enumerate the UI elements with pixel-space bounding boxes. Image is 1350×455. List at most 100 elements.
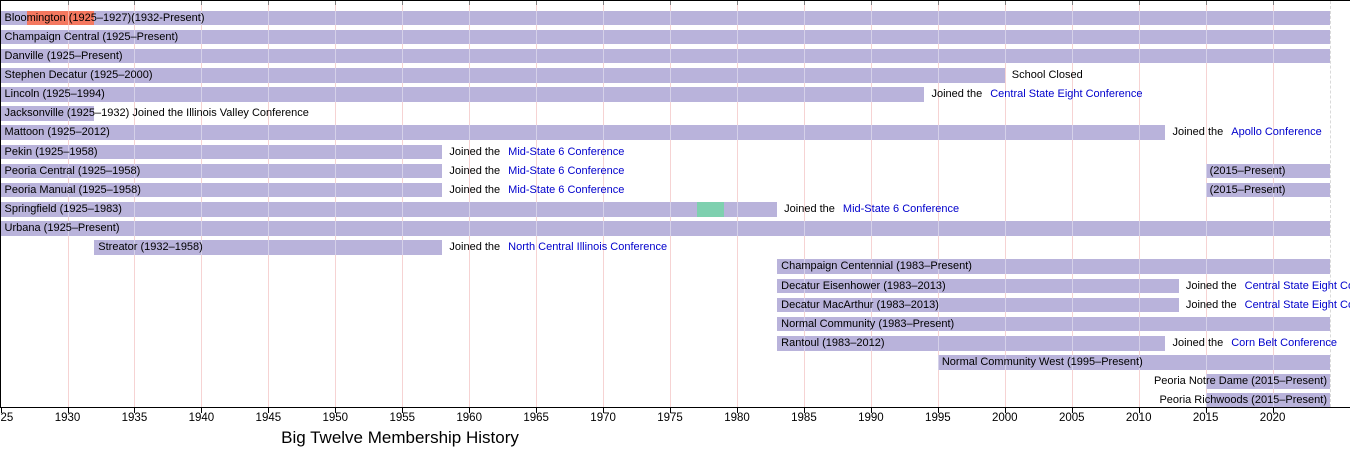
bar-segment-member-champaign-central bbox=[0, 29, 1330, 45]
bar-label-decatur-eisenhower: Decatur Eisenhower (1983–2013) bbox=[781, 279, 946, 292]
gridline bbox=[1138, 1, 1140, 407]
annotation-text: Joined the bbox=[1172, 126, 1224, 139]
grid-stripe bbox=[937, 1, 939, 407]
conference-link[interactable]: Mid-State 6 Conference bbox=[842, 203, 960, 215]
bar-label-springfield: Springfield (1925–1983) bbox=[4, 203, 122, 215]
axis-tick-label: 1935 bbox=[121, 412, 148, 424]
axis-tick-bottom bbox=[335, 408, 337, 413]
axis-tick-top bbox=[737, 1, 738, 5]
bar-segment-label-peoria-central: (2015–Present) bbox=[1209, 164, 1286, 177]
conference-link[interactable]: Central State Eight Conference bbox=[1244, 298, 1350, 311]
annotation-text: Joined the bbox=[1185, 298, 1237, 311]
bar-segment-member-champaign-centennial bbox=[777, 259, 1330, 274]
bar-label-lincoln: Lincoln (1925–1994) bbox=[4, 88, 105, 101]
bar-segment-member-bloomington bbox=[94, 10, 1330, 26]
axis-tick-label: 1980 bbox=[724, 412, 750, 424]
bar-segment-member-peoria-manual bbox=[0, 182, 443, 198]
gridline bbox=[1004, 1, 1006, 407]
grid-stripe bbox=[870, 1, 872, 407]
axis-tick-label: 2000 bbox=[992, 412, 1018, 424]
axis-tick-bottom bbox=[670, 408, 672, 413]
grid-stripe bbox=[1071, 1, 1073, 407]
conference-link[interactable]: North Central Illinois Conference bbox=[508, 241, 668, 254]
grid-stripe bbox=[134, 1, 136, 407]
grid-stripe bbox=[1138, 1, 1140, 407]
axis-tick-top bbox=[536, 1, 538, 5]
bar-segment-member-mattoon bbox=[0, 125, 1166, 141]
axis-tick-bottom bbox=[0, 408, 2, 413]
bar-label-jacksonville: Jacksonville (1925–1932) Joined the Illi… bbox=[4, 107, 309, 120]
annotation-decatur-macarthur: Joined the Central State Eight Conference bbox=[1186, 298, 1350, 313]
bar-segment-member-stephen-decatur bbox=[0, 68, 1005, 83]
bar-segment-member-peoria-manual bbox=[1205, 182, 1330, 198]
conference-link[interactable]: Central State Eight Conference bbox=[990, 88, 1143, 101]
bar-segment-label-peoria-manual: (2015–Present) bbox=[1209, 183, 1286, 196]
axis-tick-top bbox=[1071, 1, 1073, 5]
axis-tick-label: 2010 bbox=[1125, 412, 1152, 424]
bar-label-normal-community: Normal Community (1983–Present) bbox=[781, 317, 955, 330]
bar-segment-member-decatur-eisenhower bbox=[777, 278, 1179, 294]
axis-tick-top bbox=[870, 1, 872, 5]
bar-segment-member-lincoln bbox=[0, 87, 925, 102]
axis-tick-label: 1975 bbox=[657, 412, 683, 424]
annotation-text: Joined the bbox=[449, 183, 501, 196]
axis-tick-bottom bbox=[737, 408, 738, 413]
axis-tick-top bbox=[1138, 1, 1140, 5]
bar-segment-member-decatur-macarthur bbox=[777, 297, 1179, 313]
axis-tick-bottom bbox=[937, 408, 939, 413]
conference-link[interactable]: Corn Belt Conference bbox=[1231, 336, 1338, 349]
axis-tick-bottom bbox=[1071, 408, 1073, 413]
annotation-text: Joined the bbox=[784, 203, 835, 215]
axis-tick-top bbox=[335, 1, 337, 5]
axis-tick-bottom bbox=[134, 408, 136, 413]
annotation-text: Joined the bbox=[931, 88, 983, 101]
axis-tick-label: 2005 bbox=[1058, 412, 1085, 424]
annotation-pekin: Joined the Mid-State 6 Conference bbox=[449, 145, 624, 160]
axis-tick-top bbox=[469, 1, 471, 5]
bar-segment-member-springfield bbox=[0, 202, 697, 217]
bar-label-peoria-manual: Peoria Manual (1925–1958) bbox=[4, 183, 141, 196]
annotation-text: Joined the bbox=[1172, 336, 1224, 349]
grid-stripe bbox=[201, 1, 203, 407]
conference-link[interactable]: Mid-State 6 Conference bbox=[508, 164, 625, 177]
bar-segment-member-urbana bbox=[0, 221, 1330, 236]
axis-tick-bottom bbox=[603, 408, 605, 413]
bar-label-danville: Danville (1925–Present) bbox=[4, 49, 123, 62]
axis-tick-bottom bbox=[870, 408, 872, 413]
bar-segment-member-peoria-central bbox=[0, 163, 443, 179]
gridline bbox=[870, 1, 872, 407]
axis-tick-bottom bbox=[268, 408, 270, 413]
conference-link[interactable]: Central State Eight Conference bbox=[1244, 279, 1350, 292]
bar-segment-member-peoria-central bbox=[1205, 163, 1330, 179]
bar-segment-member-danville bbox=[0, 48, 1330, 64]
axis-tick-bottom bbox=[67, 408, 69, 413]
bar-label-rantoul: Rantoul (1983–2012) bbox=[781, 336, 885, 349]
axis-tick-bottom bbox=[1138, 408, 1140, 413]
grid-stripe bbox=[402, 1, 404, 407]
conference-link[interactable]: Mid-State 6 Conference bbox=[508, 183, 625, 196]
axis-tick-bottom bbox=[1004, 408, 1006, 413]
bottom-axis-line bbox=[0, 407, 1350, 408]
conference-link[interactable]: Mid-State 6 Conference bbox=[508, 145, 625, 158]
annotation-rantoul: Joined the Corn Belt Conference bbox=[1172, 336, 1337, 351]
bar-segment-member-peoria-richwoods bbox=[1205, 393, 1330, 408]
conference-link[interactable]: Apollo Conference bbox=[1231, 126, 1322, 139]
grid-stripe bbox=[737, 1, 738, 407]
grid-stripe bbox=[335, 1, 337, 407]
axis-tick-label: 1990 bbox=[858, 412, 884, 424]
grid-stripe bbox=[670, 1, 672, 407]
axis-tick-label: 1970 bbox=[590, 412, 616, 424]
axis-tick-label: 2015 bbox=[1192, 412, 1219, 424]
axis-tick-top bbox=[603, 1, 605, 5]
axis-tick-label: 1955 bbox=[389, 412, 416, 424]
present-dashed-line bbox=[1330, 1, 1331, 407]
gridline bbox=[937, 1, 939, 407]
bar-segment-member-pekin bbox=[0, 144, 443, 160]
bar-segment-member-bloomington bbox=[0, 10, 28, 26]
axis-tick-label: 1960 bbox=[456, 412, 482, 424]
bar-label-peoria-central: Peoria Central (1925–1958) bbox=[4, 164, 141, 177]
annotation-text: Joined the bbox=[1185, 279, 1237, 292]
bar-label-champaign-central: Champaign Central (1925–Present) bbox=[4, 30, 179, 43]
bar-segment-gap-bloomington bbox=[27, 10, 95, 26]
top-spine bbox=[0, 0, 1350, 1]
